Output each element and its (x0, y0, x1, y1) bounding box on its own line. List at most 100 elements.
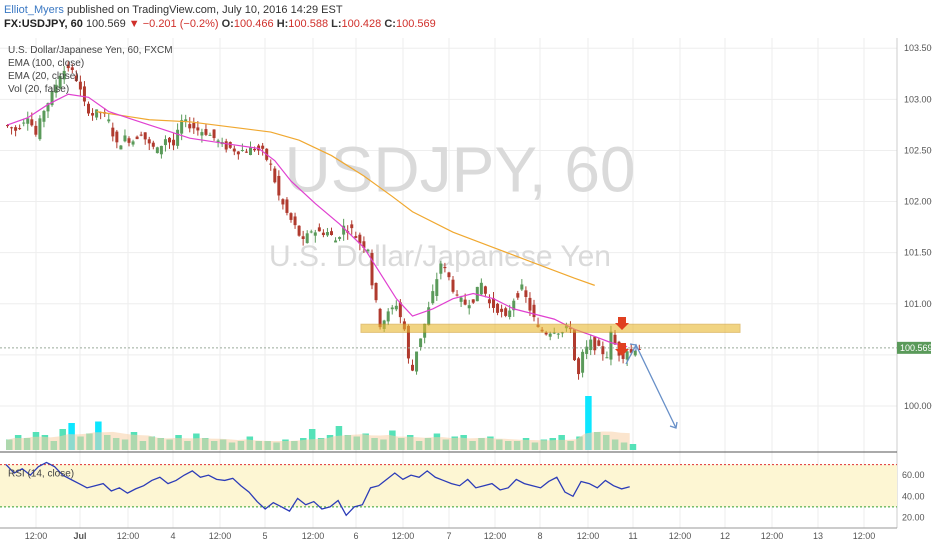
volume-bar (585, 396, 592, 450)
candle-body (107, 119, 111, 122)
time-tick-label: 12 (720, 531, 730, 541)
candle-body (123, 135, 127, 142)
candle-body (216, 140, 220, 143)
time-tick-label: 12:00 (302, 531, 325, 541)
candle-body (516, 293, 520, 298)
candle-body (6, 125, 9, 127)
price-chart[interactable]: USDJPY, 60U.S. Dollar/Japanese Yen103.50… (0, 34, 932, 550)
down-arrow-icon (615, 317, 629, 330)
candle-body (50, 91, 54, 106)
down-arrow-icon (615, 343, 629, 356)
legend-ema100[interactable]: EMA (100, close) (8, 58, 85, 69)
candle-body (496, 303, 500, 313)
candle-body (342, 225, 346, 235)
candle-body (253, 148, 257, 151)
candle-body (637, 348, 641, 350)
rsi-tick-label: 20.00 (902, 512, 925, 522)
candle-body (30, 119, 34, 126)
time-tick-label: 12:00 (392, 531, 415, 541)
candle-body (601, 346, 605, 355)
rsi-tick-label: 40.00 (902, 491, 925, 501)
candle-body (593, 336, 597, 351)
candle-body (38, 118, 42, 140)
candle-body (91, 113, 95, 116)
candle-body (487, 299, 491, 304)
candle-body (435, 279, 439, 296)
high-label: H: (276, 18, 289, 30)
candle-body (135, 136, 139, 140)
author-link[interactable]: Elliot_Myers (4, 4, 64, 16)
last-price-tag (897, 341, 931, 354)
candle-body (350, 224, 354, 229)
down-arrow-icon: ▼ (128, 18, 140, 30)
time-tick-label: 7 (446, 531, 451, 541)
candle-body (370, 252, 374, 286)
candle-body (188, 124, 192, 129)
time-tick-label: 12:00 (117, 531, 140, 541)
candle-body (224, 141, 228, 150)
time-tick-label: 8 (537, 531, 542, 541)
watermark-symbol: USDJPY, 60 (285, 133, 636, 205)
candle-body (548, 333, 552, 337)
legend-ema20[interactable]: EMA (20, close) (8, 71, 79, 82)
candle-body (139, 134, 143, 136)
candle-body (589, 339, 593, 351)
candle-body (62, 70, 66, 80)
candle-body (180, 120, 184, 134)
candle-body (625, 351, 629, 360)
candle-body (261, 145, 265, 149)
candle-body (232, 148, 236, 152)
candle-body (313, 232, 317, 236)
candle-body (463, 299, 467, 305)
candle-body (58, 76, 62, 89)
time-tick-label: 11 (628, 531, 637, 541)
candle-body (378, 308, 382, 328)
candle-body (87, 103, 90, 114)
candle-body (366, 249, 370, 251)
candle-body (70, 67, 74, 70)
candle-body (78, 81, 82, 90)
candle-body (573, 329, 576, 361)
legend-vol[interactable]: Vol (20, false) (8, 84, 70, 95)
candle-body (127, 138, 131, 143)
candle-body (390, 307, 394, 310)
candle-body (159, 145, 163, 155)
candle-body (212, 129, 216, 139)
candle-body (597, 340, 601, 346)
candle-body (504, 308, 508, 316)
candle-body (147, 139, 151, 144)
price-tick-label: 103.500 (904, 43, 932, 53)
time-tick-label: 12:00 (209, 531, 232, 541)
candle-body (325, 232, 329, 236)
candle-body (321, 232, 325, 236)
candle-body (269, 163, 273, 165)
candle-body (451, 279, 455, 292)
candle-body (577, 358, 581, 375)
ema20-line (7, 93, 628, 348)
time-tick-label: 5 (262, 531, 267, 541)
candle-body (427, 307, 431, 326)
candle-body (467, 305, 471, 309)
candle-body (192, 123, 196, 129)
candle-body (362, 241, 366, 248)
symbol-label[interactable]: FX:USDJPY, 60 (4, 18, 83, 30)
candle-body (358, 234, 362, 244)
candle-body (10, 127, 14, 129)
candle-body (386, 311, 390, 322)
low-value: 100.428 (341, 18, 382, 30)
time-tick-label: 12:00 (761, 531, 784, 541)
price-tick-label: 101.000 (904, 299, 932, 309)
high-value: 100.588 (288, 18, 329, 30)
rsi-band (0, 464, 897, 507)
price-tick-label: 103.000 (904, 94, 932, 104)
candle-body (532, 304, 536, 318)
candle-body (54, 84, 58, 93)
candle-body (609, 331, 613, 360)
quote-line: FX:USDJPY, 60 100.569 ▼ −0.201 (−0.2%) O… (4, 18, 436, 30)
candle-body (411, 364, 414, 371)
indicator-legend: U.S. Dollar/Japanese Yen, 60, FXCM EMA (… (8, 44, 173, 96)
header-bar: Elliot_Myers published on TradingView.co… (0, 0, 932, 34)
candle-body (163, 139, 167, 146)
candle-body (419, 338, 423, 348)
candle-body (330, 231, 333, 235)
